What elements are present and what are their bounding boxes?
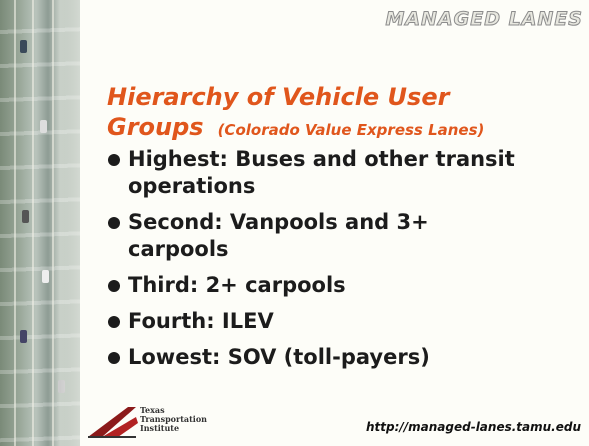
- lane-marking: [14, 0, 16, 446]
- car: [40, 120, 47, 133]
- car: [22, 210, 29, 223]
- title: Hierarchy of Vehicle User Groups(Colorad…: [107, 82, 577, 145]
- footer-url: http://managed-lanes.tamu.edu: [366, 420, 581, 434]
- bullet: Lowest: SOV (toll-payers): [108, 344, 578, 371]
- photo-fade: [60, 0, 100, 446]
- bullet-text: Fourth: ILEV: [128, 308, 578, 335]
- bullet-text: Highest: Buses and other transit: [128, 146, 578, 173]
- bullet: Third: 2+ carpools: [108, 272, 578, 299]
- slide: MANAGED LANES Hierarchy of Vehicle User …: [0, 0, 589, 446]
- car: [42, 270, 49, 283]
- title-subtitle: (Colorado Value Express Lanes): [218, 121, 485, 139]
- bullet-text: carpools: [128, 236, 578, 263]
- bullet: Fourth: ILEV: [108, 308, 578, 335]
- bullet-text: Third: 2+ carpools: [128, 272, 578, 299]
- logo-line: Institute: [140, 424, 207, 433]
- car: [20, 40, 27, 53]
- brand: MANAGED LANES: [385, 8, 583, 30]
- bullet-text: Second: Vanpools and 3+: [128, 209, 578, 236]
- bullet-text: Lowest: SOV (toll-payers): [128, 344, 578, 371]
- bullet: Second: Vanpools and 3+carpools: [108, 209, 578, 263]
- bullet-text: operations: [128, 173, 578, 200]
- lane-marking: [32, 0, 34, 446]
- lane-marking: [52, 0, 54, 446]
- car: [20, 330, 27, 343]
